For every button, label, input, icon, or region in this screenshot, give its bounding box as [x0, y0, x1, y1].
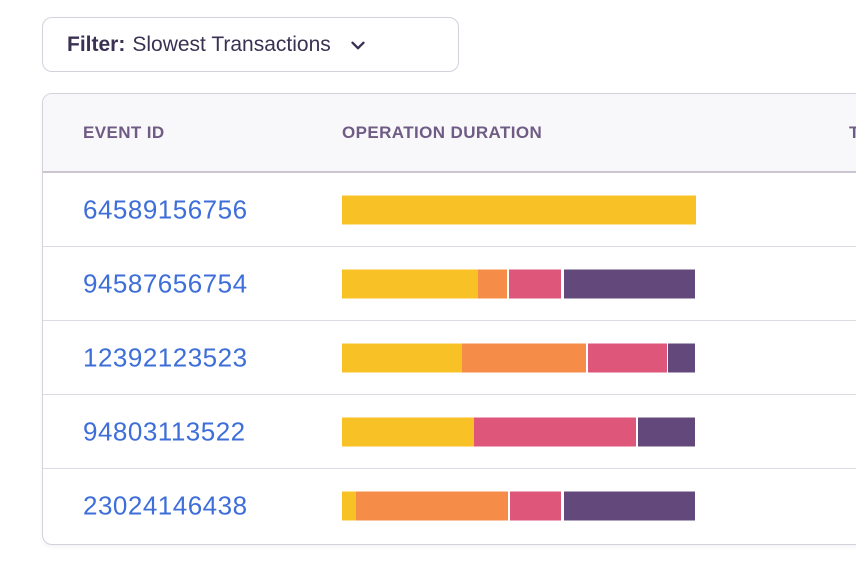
purple-span-segment: [564, 269, 695, 298]
table-body: 64589156756 94587656754 12392123523 9480311…: [43, 173, 856, 542]
event-id-link[interactable]: 94587656754: [83, 268, 248, 298]
table-row: 64589156756: [43, 173, 856, 246]
yellow-span-segment: [342, 195, 696, 224]
chevron-down-icon: [351, 41, 365, 49]
event-id-link[interactable]: 23024146438: [83, 490, 248, 520]
pink-span-segment: [510, 491, 561, 520]
event-id-link[interactable]: 94803113522: [83, 416, 246, 446]
filter-value: Slowest Transactions: [132, 32, 331, 56]
pink-span-segment: [588, 343, 667, 372]
purple-span-segment: [638, 417, 695, 446]
column-header-operation-duration: OPERATION DURATION: [342, 122, 543, 142]
pink-span-segment: [474, 417, 636, 446]
operation-duration-bar: [342, 417, 696, 446]
yellow-span-segment: [342, 417, 474, 446]
operation-duration-bar: [342, 195, 696, 224]
column-header-truncated: T: [849, 122, 856, 142]
event-id-link[interactable]: 64589156756: [83, 194, 248, 224]
column-header-event-id: EVENT ID: [83, 122, 165, 142]
table-row: 94587656754: [43, 246, 856, 320]
pink-span-segment: [509, 269, 561, 298]
table-header-row: EVENT ID OPERATION DURATION T: [43, 94, 856, 173]
event-id-link[interactable]: 12392123523: [83, 342, 248, 372]
orange-span-segment: [356, 491, 508, 520]
filter-label: Filter:: [67, 32, 126, 56]
yellow-span-segment: [342, 343, 462, 372]
table-row: 94803113522: [43, 394, 856, 468]
yellow-span-segment: [342, 269, 478, 298]
transactions-table: EVENT ID OPERATION DURATION T 6458915675…: [42, 93, 856, 545]
table-row: 23024146438: [43, 468, 856, 542]
orange-span-segment: [478, 269, 507, 298]
orange-span-segment: [462, 343, 586, 372]
filter-dropdown[interactable]: Filter: Slowest Transactions: [42, 17, 459, 72]
purple-span-segment: [564, 491, 695, 520]
purple-span-segment: [668, 343, 695, 372]
yellow-span-segment: [342, 491, 356, 520]
operation-duration-bar: [342, 269, 696, 298]
table-row: 12392123523: [43, 320, 856, 394]
operation-duration-bar: [342, 343, 696, 372]
operation-duration-bar: [342, 491, 696, 520]
